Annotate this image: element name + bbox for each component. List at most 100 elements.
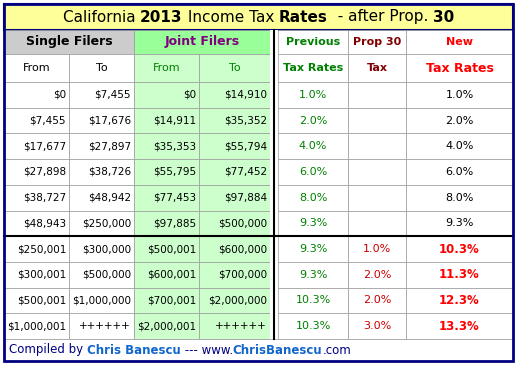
Bar bbox=[69, 133, 134, 159]
Bar bbox=[278, 262, 348, 288]
Bar bbox=[69, 185, 134, 211]
Bar bbox=[278, 159, 348, 185]
Text: 2.0%: 2.0% bbox=[363, 295, 391, 306]
Text: $1,000,001: $1,000,001 bbox=[7, 321, 66, 331]
Text: ++++++: ++++++ bbox=[215, 321, 267, 331]
Bar bbox=[406, 288, 513, 313]
Bar bbox=[278, 236, 348, 262]
Text: 3.0%: 3.0% bbox=[363, 321, 391, 331]
Bar bbox=[199, 288, 270, 313]
Bar bbox=[270, 211, 278, 236]
Text: 8.0%: 8.0% bbox=[445, 193, 474, 203]
Text: $17,676: $17,676 bbox=[88, 116, 131, 126]
Text: To: To bbox=[96, 63, 108, 73]
Bar bbox=[4, 313, 69, 339]
Bar bbox=[69, 262, 134, 288]
Bar bbox=[134, 159, 199, 185]
Text: .com: .com bbox=[323, 343, 351, 357]
Bar bbox=[4, 185, 69, 211]
Bar bbox=[406, 185, 513, 211]
Bar bbox=[4, 108, 69, 133]
Bar bbox=[348, 313, 406, 339]
Bar bbox=[199, 185, 270, 211]
Bar bbox=[348, 30, 406, 54]
Text: ++++++: ++++++ bbox=[79, 321, 131, 331]
Text: $250,001: $250,001 bbox=[17, 244, 66, 254]
Bar bbox=[134, 54, 199, 82]
Text: 2.0%: 2.0% bbox=[299, 116, 327, 126]
Text: 9.3%: 9.3% bbox=[299, 218, 327, 228]
Text: --- www.: --- www. bbox=[180, 343, 233, 357]
Text: $27,897: $27,897 bbox=[88, 141, 131, 151]
Text: 12.3%: 12.3% bbox=[439, 294, 480, 307]
Bar bbox=[134, 108, 199, 133]
Bar bbox=[134, 82, 199, 108]
Bar bbox=[348, 54, 406, 82]
Text: $500,001: $500,001 bbox=[17, 295, 66, 306]
Text: $600,001: $600,001 bbox=[147, 270, 196, 280]
Text: $35,352: $35,352 bbox=[224, 116, 267, 126]
Bar bbox=[270, 185, 278, 211]
Bar bbox=[4, 288, 69, 313]
Text: $48,943: $48,943 bbox=[23, 218, 66, 228]
Bar bbox=[278, 185, 348, 211]
Text: Chris Banescu: Chris Banescu bbox=[87, 343, 180, 357]
Bar bbox=[348, 211, 406, 236]
Text: New: New bbox=[446, 37, 473, 47]
Text: $500,000: $500,000 bbox=[218, 218, 267, 228]
Bar bbox=[69, 108, 134, 133]
Bar bbox=[406, 82, 513, 108]
Bar bbox=[270, 236, 278, 262]
Text: 6.0%: 6.0% bbox=[445, 167, 474, 177]
Text: $300,001: $300,001 bbox=[17, 270, 66, 280]
Text: Prop 30: Prop 30 bbox=[353, 37, 401, 47]
Bar bbox=[278, 30, 348, 54]
Bar bbox=[270, 133, 278, 159]
Text: $300,000: $300,000 bbox=[82, 244, 131, 254]
Text: $48,942: $48,942 bbox=[88, 193, 131, 203]
Bar bbox=[134, 30, 270, 54]
Bar bbox=[69, 288, 134, 313]
Bar bbox=[406, 313, 513, 339]
Text: 2013: 2013 bbox=[140, 9, 183, 24]
Text: Tax Rates: Tax Rates bbox=[425, 61, 493, 74]
Bar bbox=[134, 211, 199, 236]
Bar bbox=[278, 82, 348, 108]
Text: 4.0%: 4.0% bbox=[299, 141, 327, 151]
Bar bbox=[199, 108, 270, 133]
Text: $700,000: $700,000 bbox=[218, 270, 267, 280]
Bar bbox=[348, 236, 406, 262]
Text: $97,885: $97,885 bbox=[153, 218, 196, 228]
Bar bbox=[199, 159, 270, 185]
Bar bbox=[406, 236, 513, 262]
Bar bbox=[348, 82, 406, 108]
Bar bbox=[270, 313, 278, 339]
Bar bbox=[69, 236, 134, 262]
Bar bbox=[406, 30, 513, 54]
Bar bbox=[69, 211, 134, 236]
Bar bbox=[406, 108, 513, 133]
Bar bbox=[134, 133, 199, 159]
Text: ChrisBanescu: ChrisBanescu bbox=[233, 343, 323, 357]
Bar bbox=[4, 339, 513, 361]
Text: $1,000,000: $1,000,000 bbox=[72, 295, 131, 306]
Text: 4.0%: 4.0% bbox=[445, 141, 474, 151]
Text: To: To bbox=[229, 63, 240, 73]
Bar bbox=[406, 262, 513, 288]
Text: $500,001: $500,001 bbox=[147, 244, 196, 254]
Text: $17,677: $17,677 bbox=[23, 141, 66, 151]
Text: 10.3%: 10.3% bbox=[439, 243, 480, 256]
Bar bbox=[348, 159, 406, 185]
Text: 2.0%: 2.0% bbox=[363, 270, 391, 280]
Text: Tax: Tax bbox=[367, 63, 388, 73]
Text: 9.3%: 9.3% bbox=[299, 270, 327, 280]
Text: Joint Filers: Joint Filers bbox=[164, 35, 239, 49]
Bar bbox=[69, 54, 134, 82]
Text: $77,452: $77,452 bbox=[224, 167, 267, 177]
Text: $0: $0 bbox=[183, 90, 196, 100]
Bar bbox=[69, 313, 134, 339]
Bar bbox=[4, 211, 69, 236]
Text: 9.3%: 9.3% bbox=[445, 218, 474, 228]
Text: $35,353: $35,353 bbox=[153, 141, 196, 151]
Bar bbox=[199, 133, 270, 159]
